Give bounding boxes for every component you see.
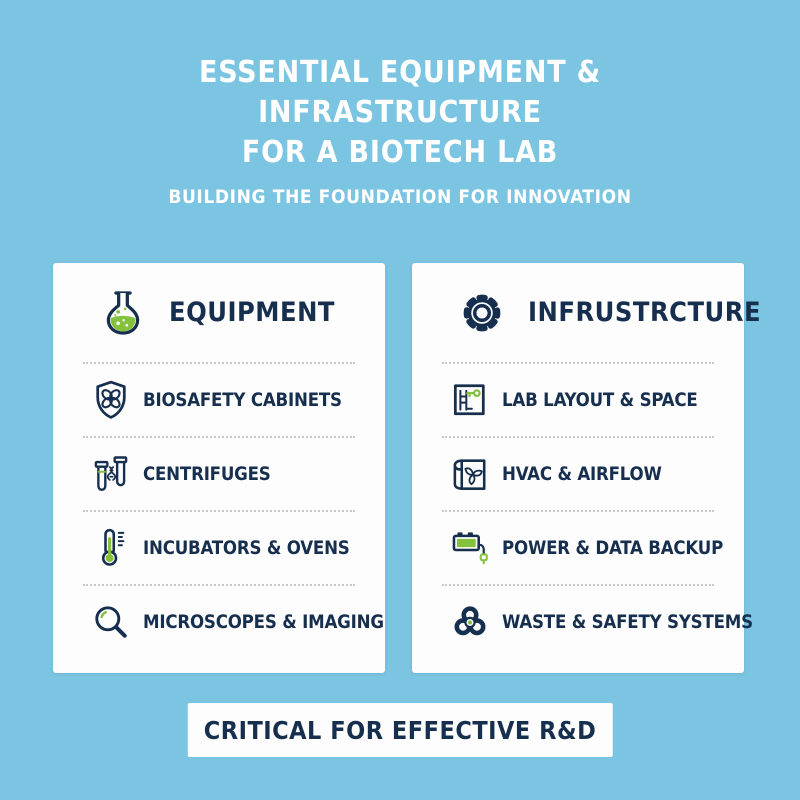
divider (442, 362, 714, 364)
item-label: MICROSCOPES & IMAGING (143, 611, 384, 633)
shield-fan-icon (89, 378, 133, 422)
list-item: MICROSCOPES & IMAGING (53, 586, 385, 658)
test-tubes-icon (89, 452, 133, 496)
equipment-card: EQUIPMENT BIOSAFETY CABINETS (53, 263, 385, 673)
magnifier-icon (89, 600, 133, 644)
divider (442, 510, 714, 512)
title-line-1: ESSENTIAL EQUIPMENT & (198, 55, 602, 90)
infrastructure-card: INFRUSTRCTURE LAB LAYOUT & SPACE (412, 263, 761, 673)
divider (83, 436, 355, 438)
thermometer-icon (89, 526, 133, 570)
floor-plan-icon (448, 378, 492, 422)
list-item: HVAC & AIRFLOW (412, 438, 744, 510)
divider (83, 362, 355, 364)
infrastructure-card-header: INFRUSTRCTURE (412, 263, 761, 362)
flask-icon (95, 285, 151, 341)
subtitle: BUILDING THE FOUNDATION FOR INNOVATION (168, 186, 632, 208)
biohazard-icon (448, 600, 492, 644)
title-line-2: INFRASTRUCTURE (258, 95, 542, 130)
list-item: POWER & DATA BACKUP (412, 512, 744, 584)
item-label: HVAC & AIRFLOW (502, 463, 662, 485)
divider (442, 436, 714, 438)
list-item: CENTRIFUGES (53, 438, 385, 510)
divider (442, 584, 714, 586)
item-label: WASTE & SAFETY SYSTEMS (502, 611, 753, 633)
list-item: BIOSAFETY CABINETS (53, 364, 385, 436)
list-item: INCUBATORS & OVENS (53, 512, 385, 584)
item-label: POWER & DATA BACKUP (502, 537, 724, 559)
list-item: LAB LAYOUT & SPACE (412, 364, 744, 436)
divider (83, 510, 355, 512)
page-title: ESSENTIAL EQUIPMENT & INFRASTRUCTURE FOR… (0, 53, 800, 173)
title-line-3: FOR A BIOTECH LAB (241, 135, 559, 170)
footer-banner: CRITICAL FOR EFFECTIVE R&D (187, 703, 613, 757)
blueprint-fan-icon (448, 452, 492, 496)
divider (83, 584, 355, 586)
battery-plug-icon (448, 526, 492, 570)
gear-icon (454, 285, 510, 341)
equipment-card-title: EQUIPMENT (169, 297, 335, 328)
footer-banner-label: CRITICAL FOR EFFECTIVE R&D (203, 715, 597, 745)
list-item: WASTE & SAFETY SYSTEMS (412, 586, 753, 658)
item-label: LAB LAYOUT & SPACE (502, 389, 698, 411)
equipment-card-header: EQUIPMENT (53, 263, 385, 362)
item-label: INCUBATORS & OVENS (143, 537, 350, 559)
item-label: CENTRIFUGES (143, 463, 271, 485)
item-label: BIOSAFETY CABINETS (143, 389, 342, 411)
infrastructure-card-title: INFRUSTRCTURE (528, 297, 762, 328)
